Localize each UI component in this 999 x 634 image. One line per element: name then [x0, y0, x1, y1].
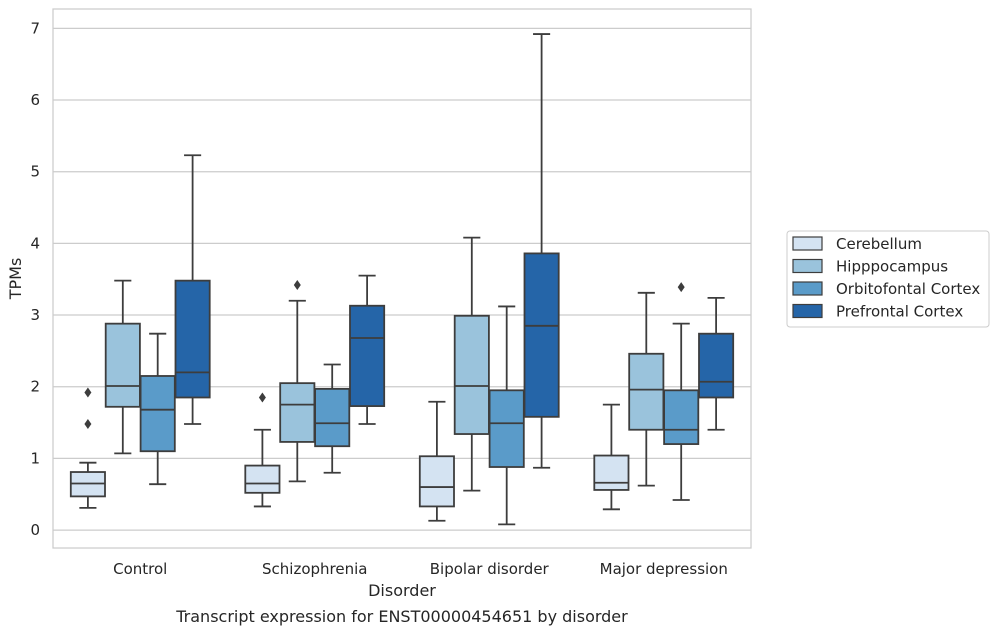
- legend-label: Hipppocampus: [836, 258, 948, 276]
- box-body: [523, 252, 560, 418]
- x-tick-label: Major depression: [600, 560, 728, 578]
- box-body: [418, 455, 455, 508]
- box-orbitofontal-cortex-control: [139, 332, 176, 486]
- box-prefrontal-cortex-bipolar-disorder: [523, 33, 560, 469]
- box-body: [663, 389, 700, 445]
- y-tick-labels: 0 1 2 3 4 5 6 7: [30, 19, 40, 539]
- box-cerebellum-control: [69, 387, 106, 509]
- legend-label: Orbitofontal Cortex: [836, 280, 980, 298]
- outlier-point: [84, 387, 92, 398]
- box-cerebellum-major-depression: [593, 403, 630, 511]
- box-orbitofontal-cortex-bipolar-disorder: [488, 305, 525, 526]
- x-tick-label: Control: [113, 560, 167, 578]
- y-tick-label: 1: [30, 449, 40, 467]
- box-body: [139, 375, 176, 453]
- box-body: [628, 352, 665, 431]
- box-body: [244, 464, 281, 494]
- box-hipppocampus-bipolar-disorder: [453, 236, 490, 492]
- box-prefrontal-cortex-schizophrenia: [349, 274, 386, 425]
- box-hipppocampus-major-depression: [628, 291, 665, 487]
- box-prefrontal-cortex-control: [174, 154, 211, 425]
- legend-swatch: [792, 258, 823, 274]
- y-tick-label: 6: [30, 91, 40, 109]
- box-hipppocampus-control: [104, 279, 141, 455]
- y-tick-label: 7: [30, 19, 40, 37]
- box-body: [453, 314, 490, 435]
- legend-swatch: [792, 281, 823, 296]
- x-axis-label: Disorder: [368, 581, 436, 600]
- y-tick-label: 3: [30, 306, 40, 324]
- legend-frame: [786, 230, 990, 328]
- outlier-point: [84, 419, 92, 430]
- box-cerebellum-schizophrenia: [244, 392, 281, 508]
- box-body: [104, 322, 141, 408]
- chart-title: Transcript expression for ENST0000045465…: [175, 607, 628, 626]
- legend-label: Cerebellum: [836, 235, 922, 253]
- box-cerebellum-bipolar-disorder: [418, 400, 455, 522]
- x-tick-label: Schizophrenia: [262, 560, 367, 578]
- box-body: [698, 332, 735, 399]
- x-tick-label: Bipolar disorder: [430, 560, 550, 578]
- outlier-point: [293, 279, 301, 290]
- box-orbitofontal-cortex-schizophrenia: [314, 363, 351, 474]
- box-hipppocampus-schizophrenia: [279, 279, 316, 483]
- box-prefrontal-cortex-major-depression: [698, 296, 735, 431]
- box-body: [488, 389, 525, 468]
- box-body: [593, 454, 630, 491]
- box-orbitofontal-cortex-major-depression: [663, 282, 700, 501]
- outlier-point: [677, 282, 685, 293]
- box-plots: [69, 33, 735, 526]
- legend-label: Prefrontal Cortex: [836, 303, 963, 321]
- box-body: [349, 304, 386, 407]
- outlier-point: [258, 392, 266, 403]
- box-body: [314, 387, 351, 448]
- legend: Cerebellum Hipppocampus Orbitofontal Corte…: [786, 230, 990, 328]
- box-body: [279, 382, 316, 443]
- legend-swatch: [792, 236, 823, 251]
- box-body: [174, 279, 211, 399]
- legend-swatch: [792, 303, 823, 319]
- y-tick-label: 2: [30, 378, 40, 396]
- y-tick-label: 4: [30, 234, 40, 252]
- plot-frame: [52, 8, 752, 549]
- y-tick-label: 0: [30, 521, 40, 539]
- y-tick-label: 5: [30, 163, 40, 181]
- x-tick-labels: Control Schizophrenia Bipolar disorder Majo…: [113, 560, 728, 578]
- y-axis-label: TPMs: [6, 258, 25, 301]
